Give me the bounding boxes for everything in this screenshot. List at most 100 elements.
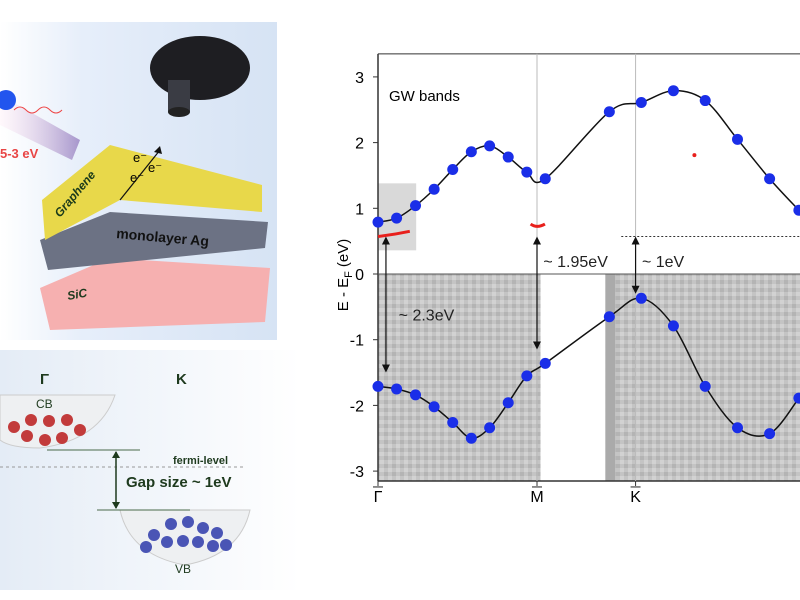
arrowhead-icon — [533, 236, 541, 245]
gw-data-point — [410, 200, 422, 212]
gw-data-point — [447, 164, 459, 176]
hole-dot — [220, 539, 232, 551]
pump-pulse-icon — [0, 90, 16, 110]
gw-data-point — [484, 140, 496, 152]
gw-data-point — [410, 389, 422, 401]
hole-dot — [161, 536, 173, 548]
gw-data-point — [428, 183, 440, 195]
gw-data-point — [699, 380, 711, 392]
gw-data-point — [667, 85, 679, 97]
y-axis-label-sub: F — [343, 271, 355, 278]
electron-label: e⁻ — [130, 170, 144, 185]
ag-layer — [40, 212, 268, 270]
sic-label: SiC — [66, 286, 88, 303]
gw-data-point — [502, 397, 514, 409]
vb-holes — [140, 516, 232, 553]
hole-dot — [165, 518, 177, 530]
sic-layer — [40, 258, 270, 330]
gw-data-point — [465, 146, 477, 158]
gw-data-point — [539, 357, 551, 369]
arpes-image-edge — [605, 274, 616, 481]
gw-data-point — [731, 133, 743, 145]
y-axis-label-unit: (eV) — [335, 239, 352, 267]
arpes-data-images — [378, 183, 800, 481]
cb-electrons — [8, 414, 86, 446]
gw-data-point — [521, 166, 533, 178]
electron-dot — [61, 414, 73, 426]
gw-data-point — [603, 311, 615, 323]
gap-label: ~ 1.95eV — [543, 254, 608, 271]
hole-dot — [177, 535, 189, 547]
gw-data-point — [428, 401, 440, 413]
gw-data-point — [521, 370, 533, 382]
hole-dot — [197, 522, 209, 534]
gap-label: ~ 2.3eV — [399, 308, 455, 325]
y-axis-label-main: E - E — [335, 278, 352, 311]
vb-label: VB — [175, 562, 191, 576]
hole-dot — [211, 527, 223, 539]
chart-marks: ~ 2.3eV ~ 1.95eV ~ 1eV — [372, 85, 800, 444]
measured-cb-gamma — [377, 229, 411, 239]
gw-data-point — [764, 173, 776, 185]
gw-data-point — [667, 320, 679, 332]
fermi-level-label: fermi-level — [173, 455, 228, 467]
gw-band-curve — [377, 89, 800, 223]
y-tick-label: 0 — [355, 267, 364, 284]
gw-data-point — [502, 151, 514, 163]
probe-pulse-icon — [13, 106, 63, 114]
electron-dot — [56, 432, 68, 444]
gw-data-point — [539, 173, 551, 185]
band-structure-chart: 3 2 1 0 -1 -2 -3 Γ M K ~ 2.3eV ~ 1.95eV ~ 1eV GW ba… — [335, 53, 800, 506]
emission-arrow — [119, 149, 161, 201]
photon-energy-label: 5-3 eV — [0, 146, 39, 161]
gap-size-label: Gap size ~ 1eV — [126, 474, 231, 491]
k-label: K — [176, 371, 187, 388]
x-tick-label: M — [530, 489, 543, 506]
gw-data-point — [603, 106, 615, 118]
chart-title: GW bands — [389, 88, 460, 105]
graphene-layer — [42, 145, 262, 240]
gw-data-point — [372, 380, 384, 392]
arrowhead-icon — [631, 285, 640, 294]
arrowhead-icon — [533, 341, 541, 350]
measured-point — [692, 153, 697, 158]
y-tick-label: 2 — [355, 136, 364, 153]
hole-dot — [182, 516, 194, 528]
gw-data-point — [465, 432, 477, 444]
detector-icon — [150, 36, 250, 117]
arrowhead-icon — [381, 236, 390, 245]
gw-data-point — [793, 392, 800, 404]
cb-label: CB — [36, 397, 53, 411]
electron-label: e⁻ — [133, 150, 147, 165]
gw-data-point — [764, 428, 776, 440]
light-beam — [0, 95, 80, 160]
arrowhead-icon — [631, 236, 640, 245]
y-axis-label: E - EF (eV) — [335, 239, 355, 311]
gw-data-point — [635, 97, 647, 109]
gw-data-point — [372, 216, 384, 228]
arrowhead-icon — [112, 502, 120, 509]
y-tick-label: 3 — [355, 70, 364, 87]
electron-dot — [43, 415, 55, 427]
gw-data-point — [484, 422, 496, 434]
y-tick-label: -3 — [350, 464, 364, 481]
y-tick-label: 1 — [355, 201, 364, 218]
gw-data-point — [447, 416, 459, 428]
arrowhead-icon — [112, 451, 120, 458]
axes: 3 2 1 0 -1 -2 -3 Γ M K — [350, 53, 800, 506]
gap-label: ~ 1eV — [642, 254, 685, 271]
electron-dot — [25, 414, 37, 426]
setup-schematic: 5-3 eV SiC monolayer Ag Graphene e⁻ e⁻ e… — [0, 22, 277, 340]
gw-data-point — [635, 292, 647, 304]
gw-data-point — [699, 95, 711, 107]
arpes-image-gamma-m — [378, 274, 541, 481]
hole-dot — [207, 540, 219, 552]
electron-dot — [21, 430, 33, 442]
electron-dot — [39, 434, 51, 446]
electron-label: e⁻ — [148, 160, 162, 175]
arpes-image-k — [605, 274, 800, 481]
x-tick-label: K — [630, 489, 641, 506]
arrowhead-icon — [154, 146, 162, 154]
x-tick-label: Γ — [374, 489, 383, 506]
